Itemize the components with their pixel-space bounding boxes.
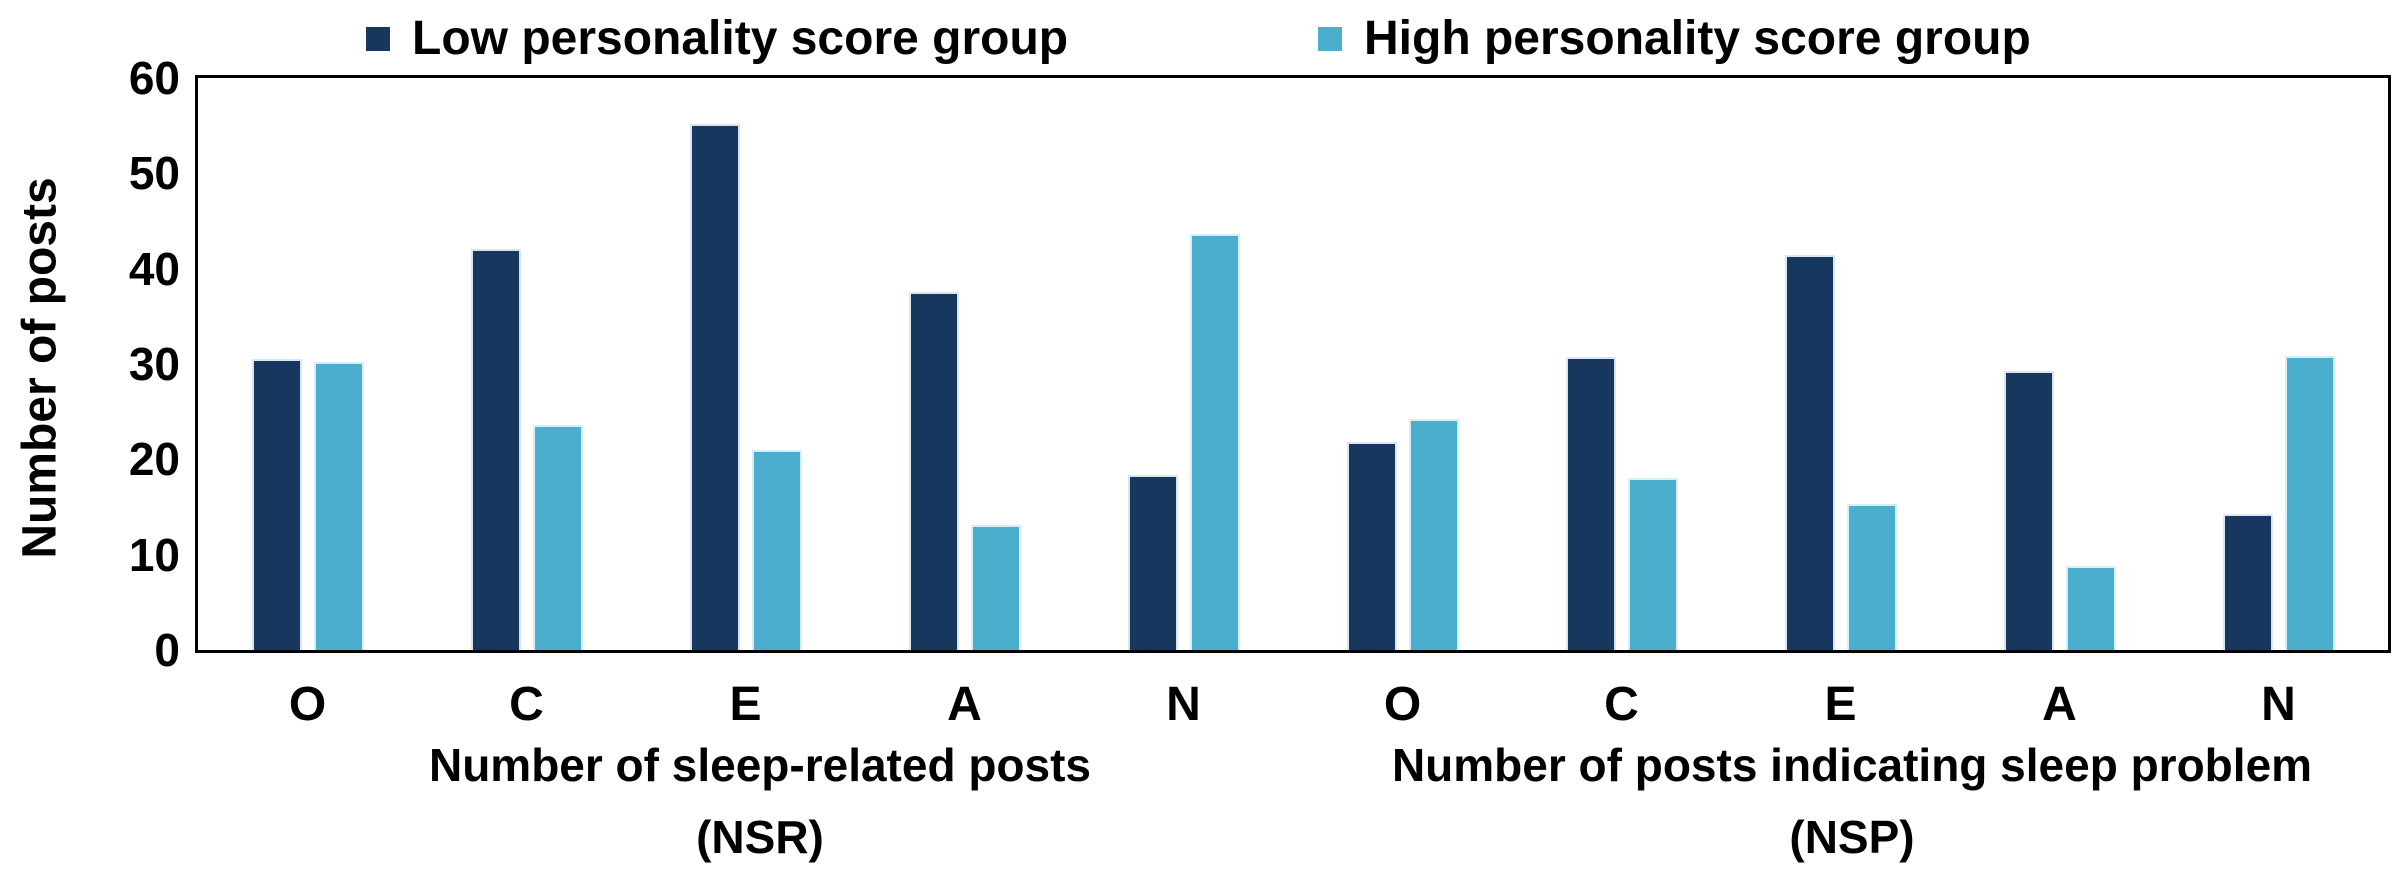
x-category-label-nsr-o: O <box>288 678 327 731</box>
x-axis-title-nsr-line2: (NSR) <box>696 811 824 863</box>
x-category-label-nsp-c: C <box>1604 678 1639 731</box>
bar-nsp-n-high <box>2284 356 2335 650</box>
x-axis-title-nsp-line1: Number of posts indicating sleep problem <box>1391 739 2313 791</box>
bar-nsr-n-low <box>1127 475 1178 650</box>
x-category-label-nsp-a: A <box>2042 678 2077 731</box>
legend-item-high: High personality score group <box>1318 10 2031 68</box>
category-slot-nsr-c <box>417 78 636 650</box>
y-tick-label-30: 30 <box>128 338 180 390</box>
y-tick-label-40: 40 <box>128 242 180 295</box>
bar-nsr-o-low <box>251 359 302 650</box>
bar-nsr-c-high <box>532 425 583 650</box>
category-slot-nsp-c <box>1512 78 1731 650</box>
category-slot-nsp-n <box>2169 78 2388 650</box>
bar-nsp-o-low <box>1346 442 1397 650</box>
legend-label-low: Low personality score group <box>412 12 1069 65</box>
bar-nsr-a-high <box>970 525 1021 650</box>
y-tick-label-60: 60 <box>128 52 180 104</box>
legend-item-low: Low personality score group <box>366 10 1068 68</box>
category-slot-nsp-a <box>1950 78 2169 650</box>
category-slot-nsp-o <box>1293 78 1512 650</box>
plot-area <box>195 75 2391 653</box>
x-category-label-nsr-n: N <box>1166 678 1201 731</box>
bar-nsp-c-low <box>1565 357 1616 650</box>
bar-nsr-n-high <box>1189 234 1240 650</box>
x-category-label-nsr-c: C <box>509 678 544 731</box>
x-axis-title-nsp-line2: (NSP) <box>1789 811 1915 863</box>
bar-nsr-o-high <box>313 362 364 650</box>
bar-nsp-c-high <box>1627 478 1678 650</box>
bar-nsr-e-high <box>751 450 802 650</box>
x-category-label-nsp-n: N <box>2261 678 2296 731</box>
x-category-label-nsp-e: E <box>1824 678 1857 731</box>
category-slot-nsr-n <box>1074 78 1293 650</box>
x-category-label-nsr-e: E <box>729 678 762 731</box>
y-tick-label-10: 10 <box>128 528 180 581</box>
x-category-label-nsp-o: O <box>1383 678 1422 731</box>
category-slot-nsr-a <box>855 78 1074 650</box>
bar-nsp-o-high <box>1408 419 1459 650</box>
category-slot-nsp-e <box>1731 78 1950 650</box>
category-slot-nsr-e <box>636 78 855 650</box>
bar-nsp-e-low <box>1784 255 1835 650</box>
bar-nsp-a-low <box>2003 371 2054 650</box>
bar-nsr-a-low <box>908 292 959 650</box>
bar-nsr-e-low <box>689 124 740 650</box>
category-slot-nsr-o <box>198 78 417 650</box>
y-tick-label-50: 50 <box>128 147 180 200</box>
legend-label-high: High personality score group <box>1364 12 2031 65</box>
bar-nsr-c-low <box>470 249 521 650</box>
y-tick-label-20: 20 <box>128 433 180 486</box>
x-axis-title-nsr-line1: Number of sleep-related posts <box>428 739 1092 791</box>
x-category-label-nsr-a: A <box>947 678 982 731</box>
y-tick-label-0: 0 <box>154 624 180 676</box>
legend-swatch-low-icon <box>366 27 390 51</box>
bar-nsp-e-high <box>1846 504 1897 650</box>
bar-nsp-a-high <box>2065 566 2116 650</box>
bar-nsp-n-low <box>2222 514 2273 650</box>
legend-swatch-high-icon <box>1318 27 1342 51</box>
